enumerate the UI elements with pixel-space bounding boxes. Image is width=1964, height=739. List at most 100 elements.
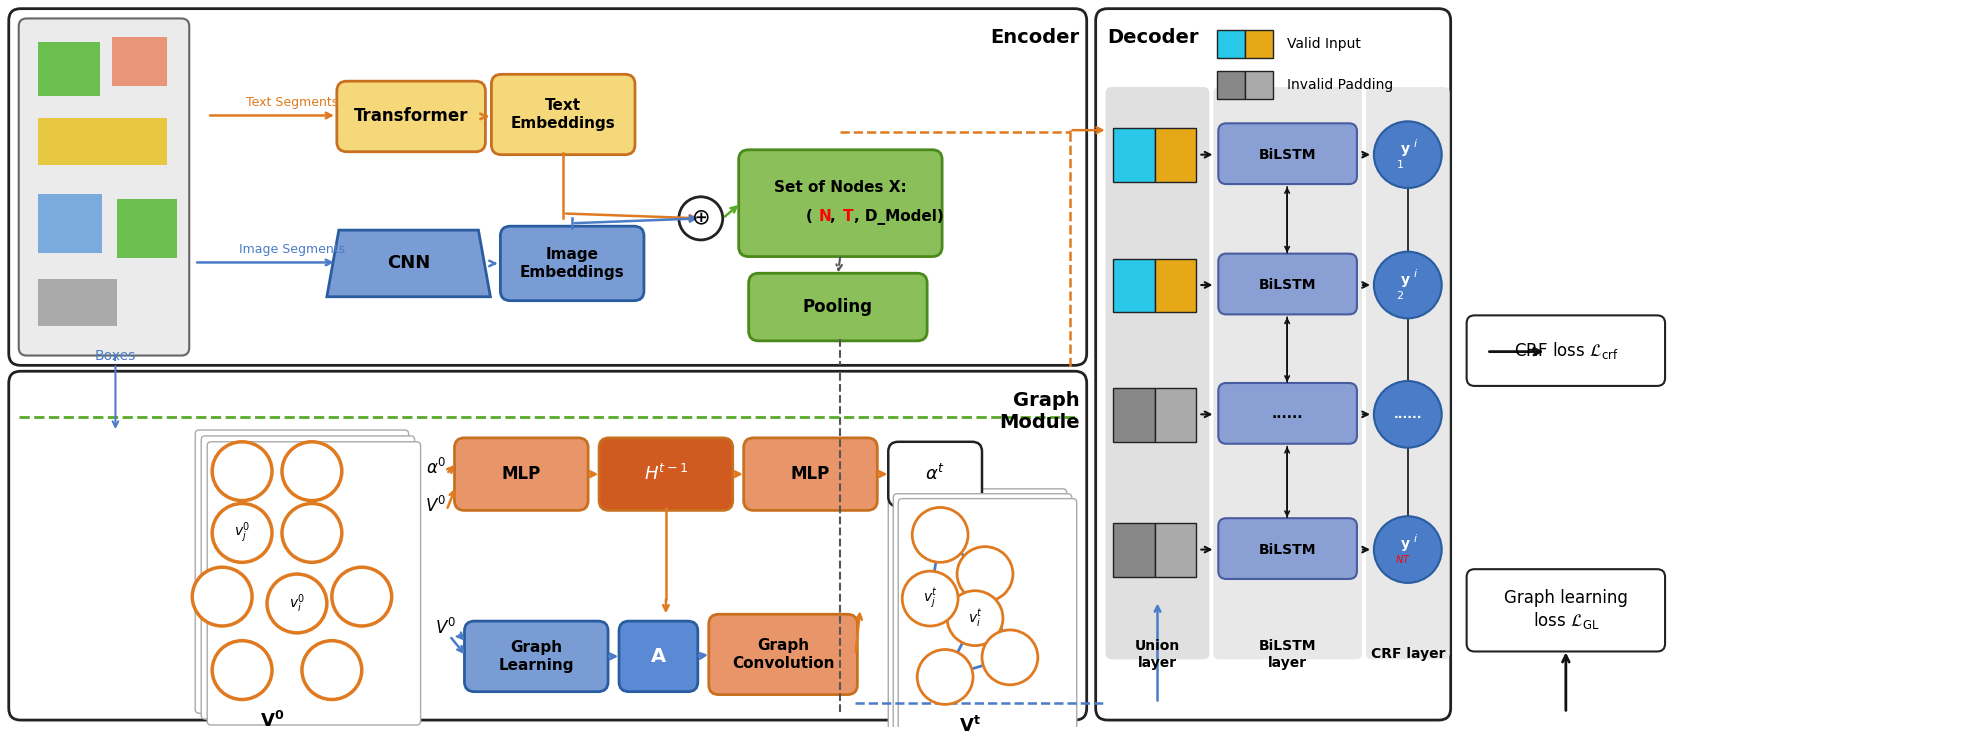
Bar	[1218, 72, 1245, 99]
Text: $i$: $i$	[1412, 137, 1418, 149]
Text: Pooling: Pooling	[803, 298, 872, 316]
Bar	[1112, 388, 1155, 442]
FancyBboxPatch shape	[599, 438, 733, 511]
Text: $v_j^0$: $v_j^0$	[234, 521, 249, 545]
Text: $v_i^t$: $v_i^t$	[966, 607, 982, 629]
Polygon shape	[326, 230, 491, 297]
Bar	[37, 42, 100, 96]
Text: $V^0$: $V^0$	[424, 495, 446, 516]
Bar	[37, 118, 167, 166]
Circle shape	[192, 568, 251, 626]
Bar	[1245, 30, 1273, 58]
Text: BiLSTM
layer: BiLSTM layer	[1259, 639, 1316, 670]
Text: ......: ......	[1392, 408, 1422, 420]
Bar	[1155, 523, 1196, 577]
Circle shape	[212, 641, 271, 700]
Text: Invalid Padding: Invalid Padding	[1286, 78, 1392, 92]
Text: (: (	[805, 209, 811, 225]
Text: Transformer: Transformer	[354, 107, 467, 126]
Bar	[112, 37, 167, 86]
Text: , D_Model): , D_Model)	[854, 209, 943, 225]
Text: $v_i^0$: $v_i^0$	[289, 592, 304, 615]
FancyBboxPatch shape	[619, 621, 697, 692]
Text: Valid Input: Valid Input	[1286, 37, 1361, 51]
Circle shape	[982, 630, 1037, 685]
Text: $H^{t-1}$: $H^{t-1}$	[644, 464, 687, 484]
FancyBboxPatch shape	[1465, 316, 1664, 386]
Text: $NT$: $NT$	[1394, 554, 1410, 565]
Text: $\alpha^t$: $\alpha^t$	[925, 464, 945, 484]
Bar	[1245, 72, 1273, 99]
Circle shape	[1373, 381, 1442, 448]
Text: A: A	[650, 647, 666, 666]
FancyBboxPatch shape	[194, 430, 409, 713]
Circle shape	[212, 503, 271, 562]
Text: $i$: $i$	[1412, 268, 1418, 279]
Text: Graph
Learning: Graph Learning	[499, 640, 573, 672]
Bar	[118, 199, 177, 258]
Text: $\mathbf{y}$: $\mathbf{y}$	[1400, 273, 1410, 288]
Text: N: N	[819, 209, 831, 225]
Text: BiLSTM: BiLSTM	[1259, 542, 1316, 556]
FancyBboxPatch shape	[738, 150, 941, 256]
FancyBboxPatch shape	[748, 273, 927, 341]
Text: MLP: MLP	[501, 465, 540, 483]
Text: Encoder: Encoder	[990, 28, 1078, 47]
Circle shape	[1373, 252, 1442, 319]
Text: Image Segments: Image Segments	[240, 242, 346, 256]
Text: CNN: CNN	[387, 254, 430, 273]
FancyBboxPatch shape	[1218, 383, 1357, 443]
Bar	[37, 194, 102, 253]
FancyBboxPatch shape	[888, 488, 1066, 739]
Text: BiLSTM: BiLSTM	[1259, 148, 1316, 162]
Text: ,: ,	[831, 209, 841, 225]
Text: Image
Embeddings: Image Embeddings	[520, 248, 625, 279]
Circle shape	[332, 568, 391, 626]
Circle shape	[947, 590, 1002, 646]
Circle shape	[901, 571, 958, 626]
Text: ......: ......	[1271, 407, 1302, 421]
Circle shape	[911, 508, 968, 562]
Circle shape	[267, 574, 326, 633]
Text: $\alpha^0$: $\alpha^0$	[426, 458, 446, 478]
Text: $v_j^t$: $v_j^t$	[923, 587, 937, 610]
Text: Text Segments: Text Segments	[246, 95, 338, 109]
Text: $2$: $2$	[1394, 289, 1402, 301]
Text: Decoder: Decoder	[1108, 28, 1198, 47]
Text: $1$: $1$	[1394, 158, 1402, 171]
FancyBboxPatch shape	[1218, 253, 1357, 314]
Text: Set of Nodes X:: Set of Nodes X:	[774, 180, 905, 195]
Bar	[1218, 30, 1245, 58]
Circle shape	[212, 442, 271, 500]
FancyBboxPatch shape	[1106, 87, 1208, 659]
Text: Graph
Convolution: Graph Convolution	[731, 638, 835, 670]
FancyBboxPatch shape	[1365, 87, 1449, 659]
FancyBboxPatch shape	[336, 81, 485, 151]
Circle shape	[302, 641, 361, 700]
Circle shape	[283, 503, 342, 562]
FancyBboxPatch shape	[200, 436, 414, 719]
Text: Graph
Module: Graph Module	[998, 391, 1078, 432]
Text: T: T	[843, 209, 852, 225]
FancyBboxPatch shape	[20, 18, 189, 355]
Text: CRF loss $\mathcal{L}_{\mathrm{crf}}$: CRF loss $\mathcal{L}_{\mathrm{crf}}$	[1512, 340, 1616, 361]
Text: Union
layer: Union layer	[1135, 639, 1180, 670]
FancyBboxPatch shape	[898, 499, 1076, 739]
Circle shape	[1373, 121, 1442, 188]
Bar	[1155, 128, 1196, 182]
FancyBboxPatch shape	[491, 75, 634, 154]
Circle shape	[283, 442, 342, 500]
Text: Text
Embeddings: Text Embeddings	[511, 98, 615, 131]
FancyBboxPatch shape	[742, 438, 876, 511]
Text: $\mathbf{V^0}$: $\mathbf{V^0}$	[259, 711, 285, 731]
FancyBboxPatch shape	[454, 438, 587, 511]
Bar	[1112, 128, 1155, 182]
Text: MLP: MLP	[790, 465, 829, 483]
Text: Graph learning
loss $\mathcal{L}_{\mathrm{GL}}$: Graph learning loss $\mathcal{L}_{\mathr…	[1502, 589, 1626, 631]
Text: $\mathbf{y}$: $\mathbf{y}$	[1400, 143, 1410, 158]
Text: CRF layer: CRF layer	[1369, 647, 1444, 661]
FancyBboxPatch shape	[709, 614, 856, 695]
Bar	[1112, 259, 1155, 313]
Circle shape	[917, 650, 972, 704]
Text: BiLSTM: BiLSTM	[1259, 278, 1316, 292]
